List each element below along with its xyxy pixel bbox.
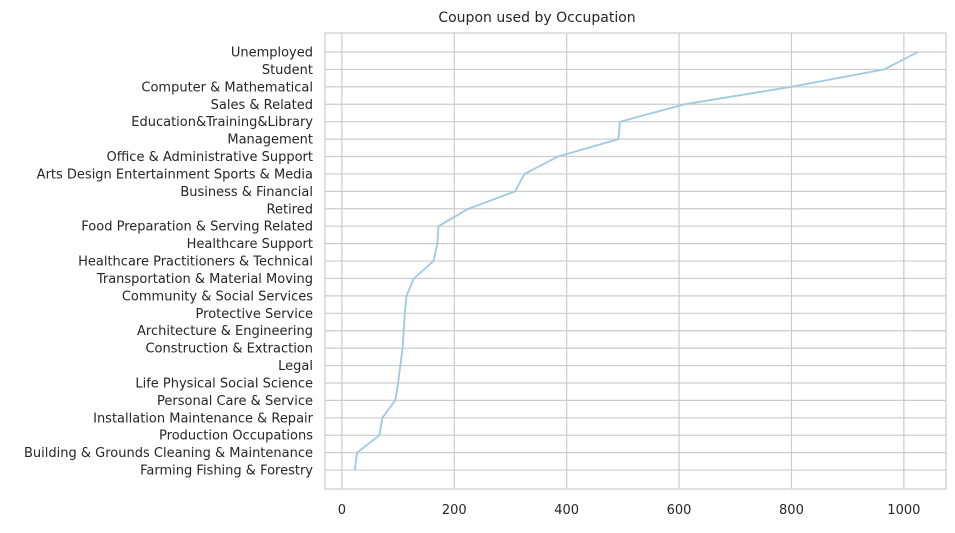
data-point xyxy=(683,103,685,105)
y-tick-label: Legal xyxy=(278,359,313,374)
y-tick-label: Farming Fishing & Forestry xyxy=(140,464,313,479)
data-point xyxy=(397,382,399,384)
data-point xyxy=(432,260,434,262)
data-point xyxy=(617,138,619,140)
y-tick-label: Life Physical Social Science xyxy=(135,376,313,391)
x-tick-label: 600 xyxy=(667,503,692,518)
data-point xyxy=(436,242,438,244)
data-point xyxy=(404,312,406,314)
data-point xyxy=(523,173,525,175)
data-point xyxy=(402,330,404,332)
y-tick-label: Healthcare Support xyxy=(187,237,313,252)
y-tick-label: Education&Training&Library xyxy=(131,115,313,130)
y-tick-label: Construction & Extraction xyxy=(145,342,313,357)
y-tick-label: Management xyxy=(227,133,313,148)
y-tick-label: Building & Grounds Cleaning & Maintenanc… xyxy=(24,446,313,461)
y-tick-label: Personal Care & Service xyxy=(157,394,313,409)
data-point xyxy=(401,347,403,349)
series-line xyxy=(353,51,919,471)
plot-frame xyxy=(324,32,947,490)
grid xyxy=(325,33,946,489)
data-point xyxy=(356,451,358,453)
y-tick-label: Arts Design Entertainment Sports & Media xyxy=(37,167,313,182)
x-tick-label: 400 xyxy=(554,503,579,518)
data-point xyxy=(354,469,356,471)
y-tick-label: Installation Maintenance & Repair xyxy=(93,411,314,426)
data-point xyxy=(619,120,621,122)
y-tick-label: Computer & Mathematical xyxy=(141,80,313,95)
y-tick-label: Transportation & Material Moving xyxy=(96,272,313,287)
x-tick-label: 1000 xyxy=(887,503,920,518)
y-tick-label: Protective Service xyxy=(196,307,313,322)
x-tick-labels: 0 200 400 600 800 1000 xyxy=(338,503,921,518)
x-tick-label: 800 xyxy=(779,503,804,518)
data-point xyxy=(883,68,885,70)
data-point xyxy=(399,364,401,366)
data-point xyxy=(405,295,407,297)
data-point xyxy=(557,155,559,157)
data-point xyxy=(437,225,439,227)
y-tick-label: Retired xyxy=(267,202,313,217)
y-tick-label: Architecture & Engineering xyxy=(137,324,313,339)
data-point xyxy=(467,208,469,210)
x-tick-label: 0 xyxy=(338,503,346,518)
y-tick-label: Business & Financial xyxy=(180,185,313,200)
y-tick-label: Production Occupations xyxy=(159,429,313,444)
data-point xyxy=(917,51,919,53)
y-tick-label: Community & Social Services xyxy=(122,289,313,304)
data-point xyxy=(514,190,516,192)
data-point xyxy=(790,86,792,88)
data-point xyxy=(394,399,396,401)
data-point xyxy=(381,417,383,419)
data-point xyxy=(378,434,380,436)
chart-title: Coupon used by Occupation xyxy=(438,10,635,26)
y-tick-label: Unemployed xyxy=(231,46,313,61)
data-point xyxy=(413,277,415,279)
y-tick-label: Office & Administrative Support xyxy=(107,150,314,165)
y-tick-label: Food Preparation & Serving Related xyxy=(81,220,313,235)
y-tick-labels: Unemployed Student Computer & Mathematical… xyxy=(24,46,314,479)
y-tick-label: Healthcare Practitioners & Technical xyxy=(78,255,313,270)
series-layer xyxy=(353,51,919,471)
x-tick-label: 200 xyxy=(442,503,467,518)
y-tick-label: Student xyxy=(262,63,313,78)
y-tick-label: Sales & Related xyxy=(211,98,313,113)
